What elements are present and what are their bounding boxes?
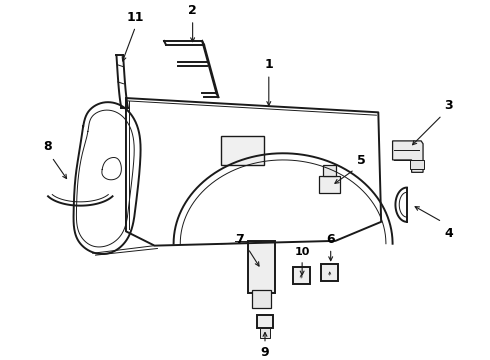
Bar [293,267,310,284]
Bar [323,165,337,176]
Text: 2: 2 [188,4,197,17]
Text: 9: 9 [261,346,270,359]
Bar [252,291,270,307]
Bar [248,241,274,293]
Text: 7: 7 [235,233,244,246]
Bar [257,315,272,328]
Text: 10: 10 [294,247,310,257]
Polygon shape [392,141,423,172]
Bar [321,264,338,281]
Text: 1: 1 [265,58,273,71]
Bar [260,328,270,338]
Bar [319,176,340,193]
Text: 3: 3 [444,99,453,112]
Text: 11: 11 [127,11,144,24]
Text: 6: 6 [326,233,335,246]
Bar [410,160,424,170]
Bar [221,136,264,165]
Text: 5: 5 [357,154,366,167]
Text: 4: 4 [444,226,453,240]
Text: 8: 8 [44,140,52,153]
